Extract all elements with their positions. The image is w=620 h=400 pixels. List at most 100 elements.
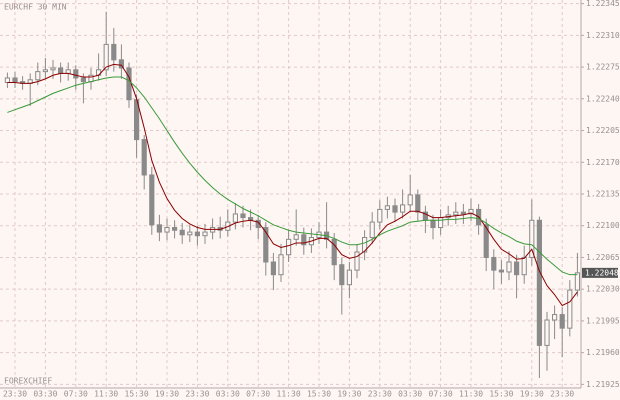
candle-body [156,224,162,233]
candle-body [339,264,345,286]
x-tick-label: 03:30 [398,390,422,399]
candle-body [468,208,474,215]
candle-body [118,59,124,69]
candle-body [96,69,102,76]
x-tick-label: 15:30 [307,390,331,399]
chart-title: EURCHF 30 MIN [4,3,67,12]
candle-body [42,69,48,73]
candle-body [407,194,413,206]
candle-body [58,67,64,74]
candle-body [498,269,504,273]
y-tick-label: 1.22030 [586,285,620,294]
candle-body [438,217,444,229]
x-tick-label: 11:30 [277,390,301,399]
y-tick-label: 1.21960 [586,348,620,357]
grid [0,0,581,388]
candle-body [506,261,512,273]
x-tick-label: 03:30 [33,390,57,399]
candle-body [491,256,497,271]
x-tick-label: 23:30 [368,390,392,399]
moving-average-line [7,76,578,276]
x-tick-label: 23:30 [185,390,209,399]
candle-body [529,219,535,258]
candle-body [111,43,117,61]
candle-body [514,261,520,276]
candle-body [50,67,56,71]
candle-body [293,234,299,240]
candle-body [354,251,360,271]
candle-body [202,231,208,237]
candle-body [521,256,527,276]
x-tick-label: 23:30 [550,390,574,399]
candle-body [35,71,41,81]
candle-body [172,227,178,231]
candle-body [232,213,238,223]
candle-body [179,229,185,236]
price-tag-label: 1.22048 [585,268,619,277]
candle-body [567,289,573,329]
candle-body [559,314,565,329]
y-tick-label: 1.22135 [586,190,620,199]
candle-body [12,77,18,83]
candle-body [574,272,580,291]
y-tick-label: 1.21925 [586,380,620,389]
x-tick-label: 15:30 [489,390,513,399]
candle-body [65,69,71,74]
candle-body [460,211,466,215]
candle-body [270,261,276,276]
candle-body [544,319,550,346]
candle-body [369,221,375,239]
x-tick-label: 15:30 [125,390,149,399]
plot [4,11,580,379]
candle-body [194,231,200,237]
candle-body [453,211,459,216]
candle-body [552,314,558,321]
y-tick-label: 1.22170 [586,158,620,167]
axes: 1.22345 1.22310 1.22275 1.22240 1.22205 1.221… [3,0,620,399]
y-tick-label: 1.22205 [586,126,620,135]
candle-body [362,237,368,253]
watermark: FOREXCHIEF [4,377,52,386]
x-tick-label: 19:30 [155,390,179,399]
candle-body [240,213,246,219]
candle-body [278,254,284,276]
candle-body [430,219,436,229]
y-tick-label: 1.22345 [586,0,620,8]
y-tick-label: 1.22310 [586,31,620,40]
y-tick-label: 1.21995 [586,316,620,325]
y-tick-label: 1.22275 [586,63,620,72]
candle-body [331,238,337,266]
candle-body [263,227,269,263]
candle-body [164,227,170,233]
x-tick-label: 19:30 [520,390,544,399]
candle-body [384,205,390,210]
candle-body [400,204,406,213]
moving-average-line [7,63,578,307]
price-tag [582,267,618,278]
candle-body [126,67,132,101]
candle-body [286,238,292,256]
x-tick-label: 11:30 [459,390,483,399]
candle-body [149,174,155,226]
candle-body [73,69,79,79]
candle-body [255,219,261,229]
x-tick-label: 07:30 [64,390,88,399]
candle-body [141,139,147,176]
x-tick-label: 07:30 [429,390,453,399]
candle-body [103,43,109,71]
x-tick-label: 03:30 [216,390,240,399]
candle-body [377,208,383,223]
candle-body [80,77,86,83]
candle-body [346,269,352,286]
candle-body [187,231,193,236]
candle-body [4,77,10,83]
y-tick-label: 1.22100 [586,221,620,230]
x-tick-label: 07:30 [246,390,270,399]
y-tick-label: 1.22240 [586,94,620,103]
x-tick-label: 11:30 [94,390,118,399]
y-tick-label: 1.22065 [586,253,620,262]
candle-body [392,205,398,213]
candle-body [483,224,489,258]
